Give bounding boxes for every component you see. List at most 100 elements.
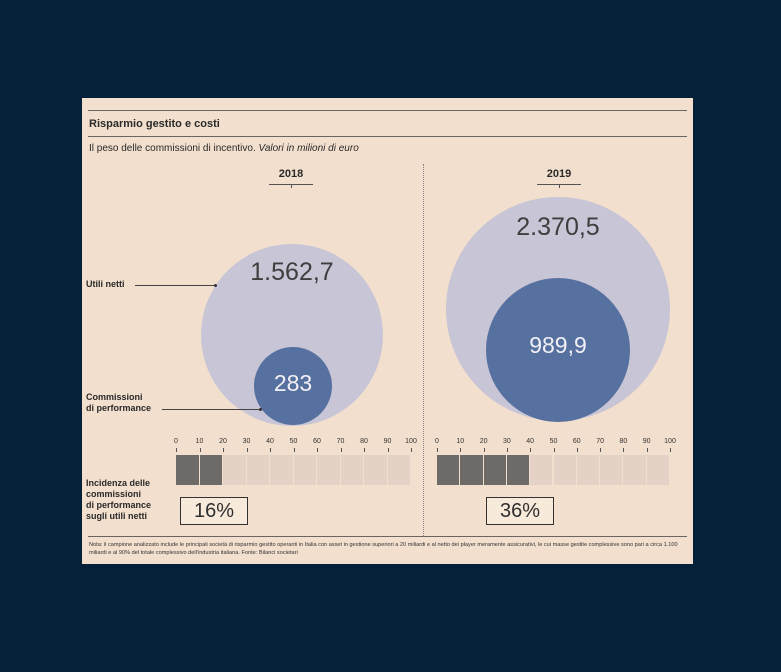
scale-tick [530,448,532,452]
bar-segment-empty [223,455,247,485]
leader-utili [135,285,215,286]
bar-segment-filled [483,455,507,485]
label-commissioni-line2: di performance [86,403,152,413]
scale-tick-label: 20 [219,438,227,445]
bubble-commissioni-2019 [486,278,630,422]
year-label-2019: 2019 [546,168,572,180]
incidenza-bar-2019 [437,455,670,485]
label-utili-netti: Utili netti [86,279,125,289]
scale-tick-label: 10 [195,438,204,445]
chart-title: Risparmio gestito e costi [89,118,220,130]
bar-segment-filled [437,455,461,485]
scale-tick [576,448,578,452]
scale-tick-label: 40 [266,438,274,445]
scale-2018: 0 10 20 30 40 50 60 70 80 90 100 [174,438,417,460]
scale-tick-label: 20 [479,438,488,445]
scale-tick [646,448,648,452]
label-incidenza-line4: sugli utili netti [86,511,147,521]
scale-tick [293,448,295,452]
leader-dot-commissioni [259,408,262,411]
scale-tick-label: 100 [405,438,417,445]
value-utili-2018: 1.562,7 [250,258,334,286]
footnote: Nota: il campione analizzato include le … [89,542,678,556]
scale-tick-label: 50 [289,438,298,445]
scale-2019: 0 10 20 30 40 50 60 70 80 90 100 [435,438,676,460]
bar-segment-filled [460,455,484,485]
bar-segment-empty [600,455,624,485]
label-commissioni-line1: Commissioni [86,392,143,402]
bar-segment-empty [340,455,364,485]
incidenza-bar-2018 [176,455,411,485]
bar-segment-empty [246,455,270,485]
year-tick-2019 [559,184,560,188]
scale-tick [506,448,508,452]
scale-tick [223,448,224,452]
scale-tick [460,448,462,452]
scale-tick [411,448,412,452]
bar-segment-empty [293,455,317,485]
bar-segment-empty [270,455,294,485]
scale-tick-label: 30 [242,438,251,445]
year-tick-2018 [291,184,292,188]
bar-segment-empty [646,455,670,485]
scale-tick [364,448,365,452]
note-rule [88,536,687,537]
label-incidenza-line1: Incidenza delle [86,478,151,488]
value-utili-2019: 2.370,5 [516,213,600,241]
bar-segment-filled [506,455,531,485]
leader-commissioni [162,409,260,410]
bar-segment-empty [317,455,341,485]
scale-tick [437,448,438,452]
scale-tick-label: 70 [336,438,345,445]
bar-segment-empty [387,455,411,485]
year-label-2018: 2018 [278,168,304,180]
scale-tick-label: 60 [572,438,581,445]
scale-tick [340,448,342,452]
label-incidenza: Incidenza delle commissioni di performan… [86,478,151,522]
incidenza-value-2018: 16% [180,497,248,525]
leader-dot-utili [214,284,217,287]
bar-segment-filled [176,455,200,485]
scale-tick-label: 70 [596,438,604,445]
title-rule [88,136,687,137]
subtitle-main: Il peso delle commissioni di incentivo. [89,143,256,154]
bar-segment-empty [623,455,647,485]
bar-segment-empty [364,455,388,485]
scale-tick-label: 90 [642,438,651,445]
scale-tick-label: 80 [619,438,628,445]
scale-tick-label: 60 [313,438,321,445]
scale-tick-label: 80 [360,438,368,445]
scale-tick [317,448,318,452]
scale-tick-label: 90 [383,438,392,445]
scale-tick-label: 0 [435,438,439,445]
chart-panel: Risparmio gestito e costi Il peso delle … [82,98,693,564]
scale-tick [623,448,625,452]
value-commissioni-2018: 283 [273,370,313,396]
bar-segment-filled [199,455,223,485]
scale-tick [387,448,389,452]
scale-tick [600,448,602,452]
value-commissioni-2019: 989,9 [529,332,587,358]
label-incidenza-line3: di performance [86,500,152,510]
scale-tick-label: 100 [664,438,676,445]
scale-tick-label: 30 [502,438,511,445]
scale-tick [270,448,271,452]
scale-tick-label: 0 [174,438,178,445]
incidenza-value-2019: 36% [486,497,554,525]
bar-segment-empty [553,455,577,485]
scale-tick [246,448,248,452]
label-incidenza-line2: commissioni [86,489,142,499]
label-commissioni: Commissioni di performance [86,392,151,414]
bar-segment-empty [530,455,554,485]
scale-tick [199,448,201,452]
scale-tick-label: 40 [526,438,535,445]
top-rule [88,110,687,111]
scale-tick-label: 50 [549,438,558,445]
year-divider [423,164,424,536]
scale-tick-label: 10 [456,438,465,445]
chart-subtitle: Il peso delle commissioni di incentivo. … [89,143,359,154]
scale-tick [483,448,485,452]
bar-segment-empty [576,455,601,485]
scale-tick [670,448,671,452]
scale-tick [553,448,555,452]
